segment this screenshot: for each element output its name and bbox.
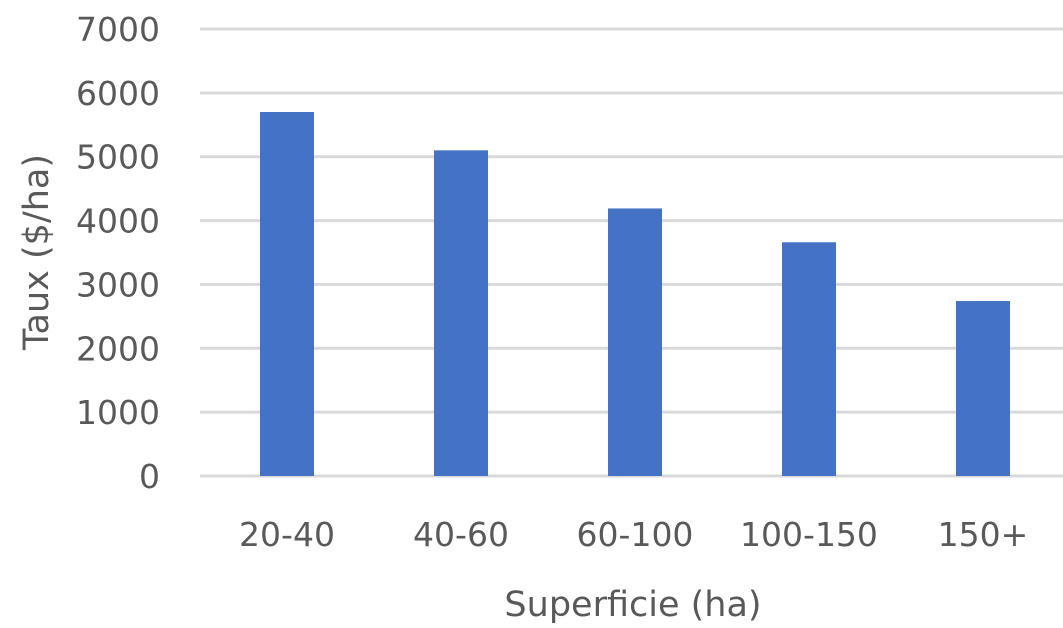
bar-100-150 (782, 242, 836, 476)
x-tick-label: 60-100 (577, 515, 694, 554)
y-tick-label: 4000 (76, 202, 160, 241)
x-tick-label: 40-60 (413, 515, 509, 554)
y-axis-title: Taux ($/ha) (17, 154, 57, 351)
x-tick-label: 150+ (938, 515, 1029, 554)
x-axis-tick-labels: 20-40 40-60 60-100 100-150 150+ (239, 515, 1028, 554)
bar-60-100 (608, 208, 662, 476)
y-tick-label: 1000 (76, 393, 160, 432)
y-tick-label: 2000 (76, 329, 160, 368)
x-axis-title: Superficie (ha) (504, 585, 761, 624)
y-tick-label: 5000 (76, 138, 160, 177)
bar-150+ (956, 301, 1010, 476)
bar-20-40 (260, 112, 314, 476)
y-tick-label: 6000 (76, 74, 160, 113)
y-axis-tick-labels: 0 1000 2000 3000 4000 5000 6000 7000 (76, 10, 160, 496)
bars (260, 112, 1010, 477)
x-tick-label: 100-150 (740, 515, 878, 554)
bar-40-60 (434, 150, 488, 477)
y-tick-label: 0 (139, 457, 160, 496)
x-tick-label: 20-40 (239, 515, 335, 554)
y-tick-label: 3000 (76, 265, 160, 304)
y-tick-label: 7000 (76, 10, 160, 49)
